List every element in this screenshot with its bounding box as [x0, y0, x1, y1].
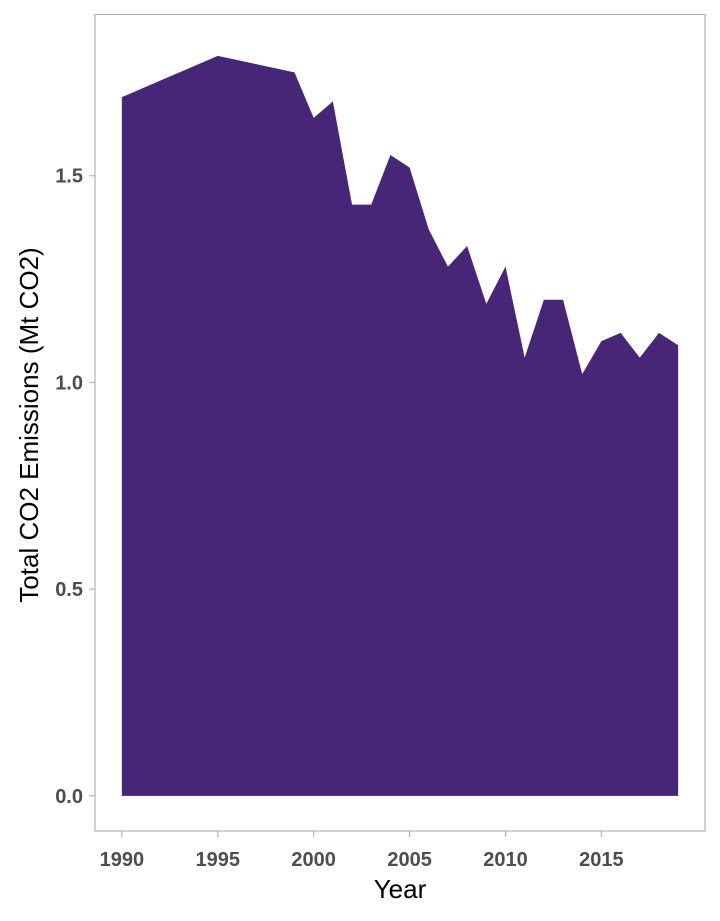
y-tick-label: 0.0: [55, 786, 83, 808]
x-tick-label: 2005: [387, 849, 432, 871]
y-tick-label: 1.0: [55, 372, 83, 394]
panel-border: [94, 13, 706, 832]
x-axis-title: Year: [374, 874, 427, 904]
emissions-area: [121, 55, 679, 796]
y-axis: 0.0 0.5 1.0 1.5: [55, 166, 95, 808]
x-tick-label: 2000: [291, 849, 336, 871]
y-axis-title: Total CO2 Emissions (Mt CO2): [14, 247, 44, 602]
x-tick-label: 1990: [100, 849, 145, 871]
x-tick-label: 1995: [196, 849, 241, 871]
y-tick-label: 0.5: [55, 579, 83, 601]
x-tick-label: 2015: [579, 849, 624, 871]
x-axis: 1990 1995 2000 2005 2010 2015: [100, 831, 624, 871]
y-tick-label: 1.5: [55, 166, 83, 188]
x-tick-label: 2010: [483, 849, 528, 871]
